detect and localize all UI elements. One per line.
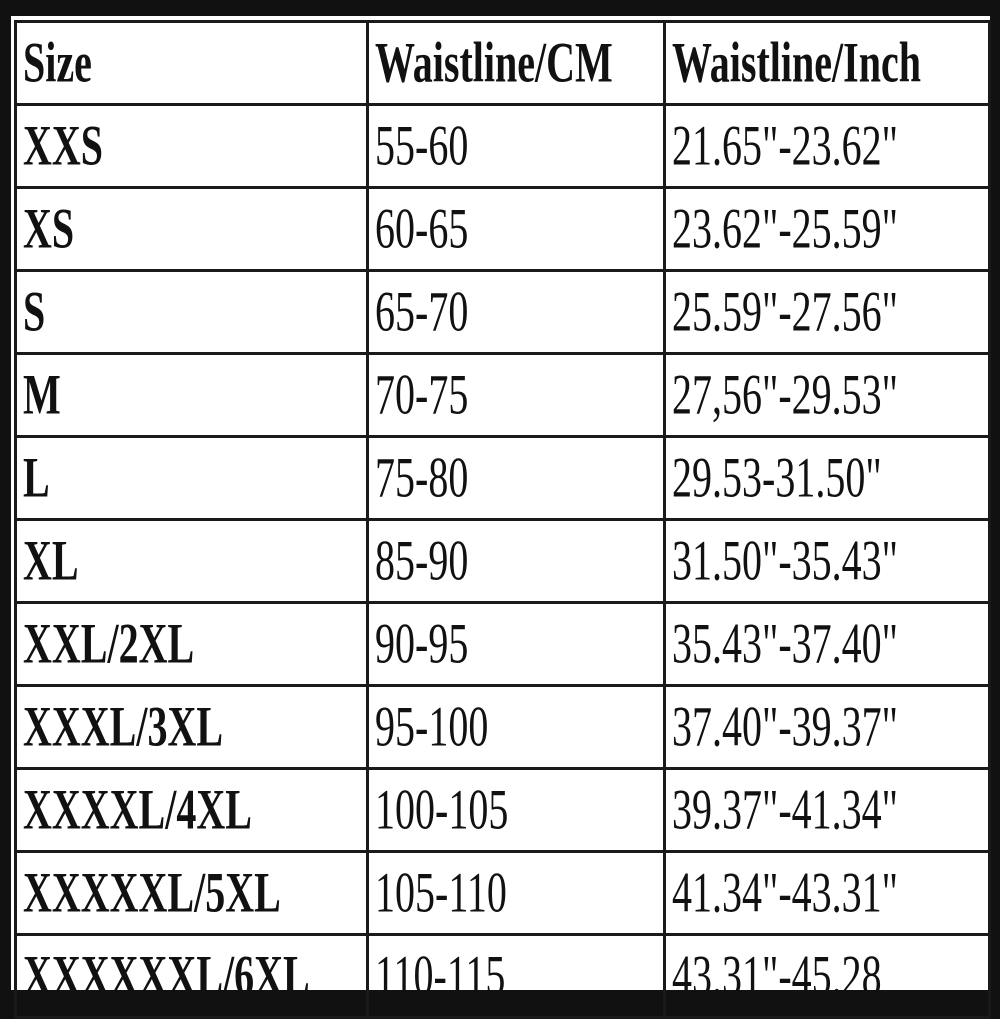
size-cell-text: L [23,445,50,510]
waist-cm-cell-text: 110-115 [375,943,506,1008]
waist-inch-cell-text: 35.43"-37.40" [672,611,898,676]
size-chart-table: Size Waistline/CM Waistline/Inch XXS 55-6… [14,20,991,1019]
size-cell-text: XXXXL/4XL [23,777,252,842]
waist-cm-cell: 60-65 [366,186,666,272]
waist-inch-cell: 43.31"-45.28 [663,933,991,1019]
waist-cm-cell-text: 75-80 [375,445,469,510]
waist-inch-cell-text: 25.59"-27.56" [672,279,898,344]
table-row: S 65-70 25.59"-27.56" [14,269,991,355]
waist-inch-cell-text: 27,56"-29.53" [672,362,898,427]
size-cell: L [14,435,369,521]
waist-cm-cell-text: 55-60 [375,113,469,178]
waist-cm-cell: 65-70 [366,269,666,355]
header-size: Size [23,30,92,95]
waist-inch-cell-text: 29.53-31.50" [672,445,882,510]
table-row: XXXXXXL/6XL 110-115 43.31"-45.28 [14,933,991,1019]
waist-cm-cell-text: 90-95 [375,611,469,676]
waist-inch-cell-text: 43.31"-45.28 [672,943,882,1008]
waist-cm-cell-text: 70-75 [375,362,469,427]
header-cell: Waistline/Inch [663,20,991,106]
waist-cm-cell: 75-80 [366,435,666,521]
size-cell-text: S [23,279,46,344]
waist-inch-cell: 29.53-31.50" [663,435,991,521]
waist-cm-cell: 95-100 [366,684,666,770]
waist-inch-cell-text: 37.40"-39.37" [672,694,898,759]
size-cell-text: M [23,362,61,427]
waist-inch-cell: 27,56"-29.53" [663,352,991,438]
size-cell: XL [14,518,369,604]
waist-inch-cell-text: 41.34"-43.31" [672,860,898,925]
waist-inch-cell: 41.34"-43.31" [663,850,991,936]
waist-inch-cell: 31.50"-35.43" [663,518,991,604]
waist-inch-cell: 37.40"-39.37" [663,684,991,770]
waist-inch-cell-text: 31.50"-35.43" [672,528,898,593]
table-row: XL 85-90 31.50"-35.43" [14,518,991,604]
table-row: XXXXXL/5XL 105-110 41.34"-43.31" [14,850,991,936]
waist-cm-cell-text: 60-65 [375,196,469,261]
size-cell-text: XL [23,528,79,593]
table-row: XXL/2XL 90-95 35.43"-37.40" [14,601,991,687]
waist-inch-cell: 39.37"-41.34" [663,767,991,853]
table-row: XXXL/3XL 95-100 37.40"-39.37" [14,684,991,770]
size-cell-text: XXS [23,113,104,178]
waist-inch-cell: 35.43"-37.40" [663,601,991,687]
size-cell-text: XXXL/3XL [23,694,224,759]
header-row: Size Waistline/CM Waistline/Inch [14,20,991,106]
table-row: M 70-75 27,56"-29.53" [14,352,991,438]
size-cell: XXXXL/4XL [14,767,369,853]
header-cell: Waistline/CM [366,20,666,106]
size-cell: XXS [14,103,369,189]
table-row: XS 60-65 23.62"-25.59" [14,186,991,272]
waist-cm-cell: 85-90 [366,518,666,604]
waist-inch-cell: 25.59"-27.56" [663,269,991,355]
header-cell: Size [14,20,369,106]
waist-cm-cell: 90-95 [366,601,666,687]
waist-cm-cell: 55-60 [366,103,666,189]
waist-inch-cell-text: 23.62"-25.59" [672,196,898,261]
waist-cm-cell-text: 65-70 [375,279,469,344]
size-cell: XS [14,186,369,272]
size-cell-text: XXL/2XL [23,611,195,676]
size-cell: XXXXXXL/6XL [14,933,369,1019]
size-cell: S [14,269,369,355]
waist-inch-cell-text: 21.65"-23.62" [672,113,898,178]
size-cell: XXL/2XL [14,601,369,687]
waist-cm-cell-text: 105-110 [375,860,507,925]
size-cell: XXXXXL/5XL [14,850,369,936]
size-cell-text: XXXXXXL/6XL [23,943,310,1008]
header-waist-inch: Waistline/Inch [672,30,921,95]
waist-cm-cell: 105-110 [366,850,666,936]
size-cell-text: XXXXXL/5XL [23,860,281,925]
waist-inch-cell: 21.65"-23.62" [663,103,991,189]
waist-cm-cell-text: 95-100 [375,694,489,759]
table-row: XXS 55-60 21.65"-23.62" [14,103,991,189]
size-cell: XXXL/3XL [14,684,369,770]
size-cell-text: XS [23,196,75,261]
waist-cm-cell: 70-75 [366,352,666,438]
header-waist-cm: Waistline/CM [375,30,613,95]
waist-cm-cell-text: 85-90 [375,528,469,593]
waist-cm-cell: 110-115 [366,933,666,1019]
waist-inch-cell: 23.62"-25.59" [663,186,991,272]
size-cell: M [14,352,369,438]
waist-inch-cell-text: 39.37"-41.34" [672,777,898,842]
table-row: XXXXL/4XL 100-105 39.37"-41.34" [14,767,991,853]
waist-cm-cell-text: 100-105 [375,777,509,842]
table-row: L 75-80 29.53-31.50" [14,435,991,521]
waist-cm-cell: 100-105 [366,767,666,853]
